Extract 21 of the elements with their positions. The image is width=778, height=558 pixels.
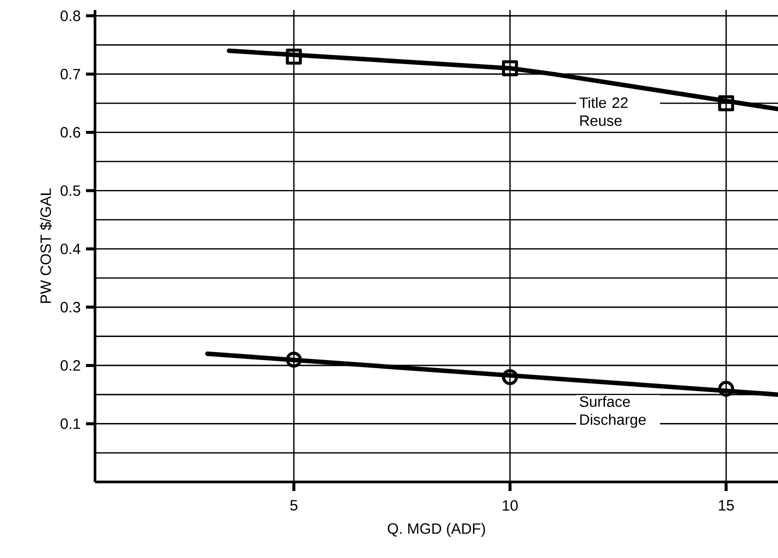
series-label: Surface Discharge [580, 396, 646, 428]
y-tick-label: 0.4 [60, 244, 80, 254]
series-label: Title 22 Reuse [579, 97, 628, 126]
y-tick-label: 0.7 [60, 68, 80, 80]
point [718, 95, 734, 112]
point [286, 352, 302, 368]
x-tick-label: 15 [718, 500, 734, 511]
y-tick-label: 0.3 [60, 302, 80, 312]
point [286, 48, 302, 65]
y-tick-label: 0.5 [60, 185, 80, 196]
point [502, 369, 518, 386]
y-tick-label: 0.8 [60, 10, 80, 22]
point [502, 60, 518, 76]
x-axis-title: Q. MGD (ADF) [388, 522, 485, 537]
y-axis-title: PW COST $/GAL [40, 188, 52, 303]
y-tick-label: 0.6 [60, 127, 80, 138]
point [718, 380, 734, 397]
x-tick-label: 10 [502, 500, 518, 511]
y-tick-label: 0.1 [60, 418, 80, 429]
y-tick-label: 0.2 [60, 360, 80, 371]
x-tick-label: 5 [290, 500, 298, 511]
